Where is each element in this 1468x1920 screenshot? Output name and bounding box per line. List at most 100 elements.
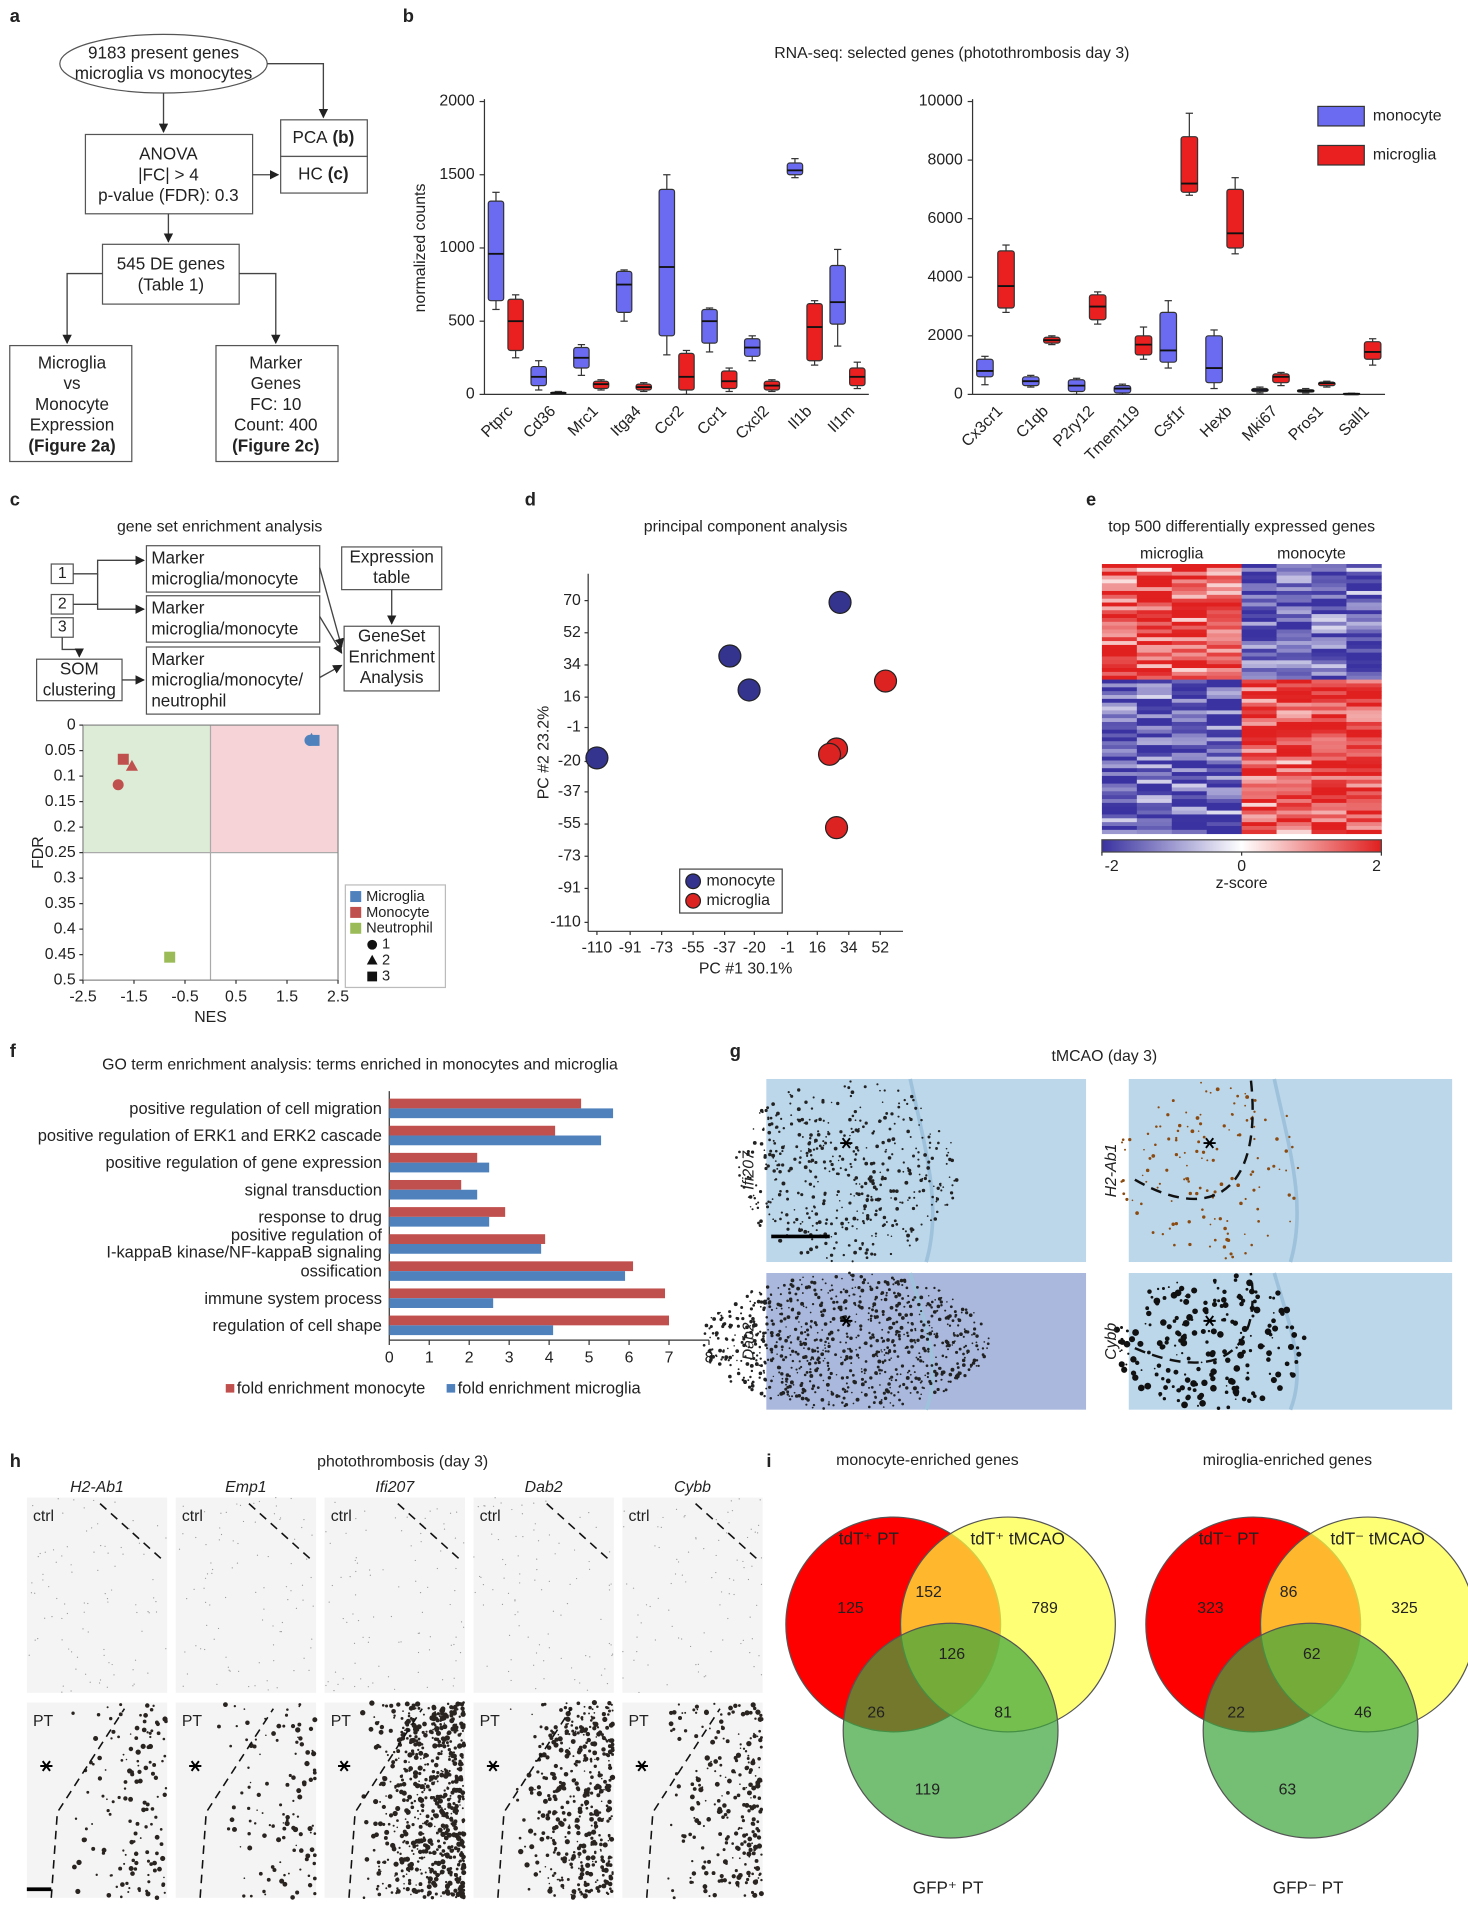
stain-dot — [888, 1350, 891, 1353]
heatmap-cell — [1172, 764, 1207, 768]
stain-dot — [408, 1712, 410, 1714]
stain-dot — [414, 1735, 417, 1738]
stain-dot — [592, 1726, 596, 1730]
heatmap-cell — [1137, 626, 1172, 630]
stain-dot — [610, 1890, 613, 1893]
stain-dot — [1184, 1152, 1186, 1154]
stain-dot — [454, 1873, 456, 1875]
stain-dot — [452, 1802, 455, 1805]
stain-dot — [1157, 1363, 1161, 1367]
heatmap-cell — [1346, 676, 1381, 680]
stain-dot — [820, 1311, 823, 1314]
stain-dot — [528, 1888, 531, 1891]
stain-dot — [449, 1751, 451, 1753]
stain-dot — [443, 1841, 446, 1844]
label: Microglia — [38, 353, 107, 372]
heatmap-cell — [1311, 641, 1346, 645]
stain-dot — [395, 1878, 399, 1882]
stain-dot — [831, 1289, 833, 1291]
stain-dot — [431, 1705, 436, 1710]
heatmap-cell — [1242, 568, 1277, 572]
stain-dot — [1199, 1400, 1206, 1407]
heatmap-cell — [1172, 626, 1207, 630]
stain-dot — [1235, 1346, 1237, 1348]
stain-dot — [895, 1223, 898, 1226]
stain-dot — [355, 1518, 356, 1519]
stain-dot — [930, 1306, 933, 1309]
y-tick-label: 0 — [954, 386, 963, 403]
stain-dot — [879, 1373, 881, 1375]
stain-dot — [517, 1611, 518, 1612]
heatmap-cell — [1102, 676, 1137, 680]
stain-dot — [855, 1146, 859, 1150]
stain-dot — [907, 1350, 910, 1353]
stain-dot — [810, 1320, 813, 1323]
stain-dot — [461, 1621, 462, 1622]
stain-dot — [920, 1320, 923, 1323]
stain-dot — [695, 1538, 696, 1539]
heatmap-cell — [1207, 618, 1242, 622]
stain-dot — [832, 1168, 835, 1171]
stain-dot — [610, 1738, 615, 1743]
stain-dot — [980, 1323, 983, 1326]
stain-dot — [773, 1376, 774, 1377]
stain-dot — [754, 1718, 756, 1720]
stain-dot — [61, 1639, 62, 1640]
stain-dot — [29, 1655, 30, 1656]
stain-dot — [726, 1739, 730, 1743]
stain-dot — [815, 1212, 819, 1216]
stain-dot — [1187, 1126, 1189, 1128]
stain-dot — [1223, 1302, 1229, 1308]
heatmap-cell — [1242, 749, 1277, 753]
stain-dot — [427, 1707, 429, 1709]
heatmap-cell — [1137, 784, 1172, 788]
stain-dot — [1292, 1197, 1295, 1200]
stain-dot — [709, 1763, 712, 1766]
stain-dot — [670, 1824, 672, 1826]
stain-dot — [677, 1737, 681, 1741]
stain-dot — [1286, 1326, 1289, 1329]
stain-dot — [746, 1295, 749, 1298]
stain-dot — [508, 1593, 509, 1594]
stain-dot — [791, 1367, 793, 1369]
stain-dot — [788, 1169, 791, 1172]
stain-dot — [851, 1225, 853, 1227]
stain-dot — [107, 1553, 108, 1554]
stain-dot — [1210, 1224, 1212, 1226]
heatmap-cell — [1207, 653, 1242, 657]
stain-dot — [401, 1530, 402, 1531]
stain-dot — [569, 1795, 571, 1797]
stain-dot — [283, 1874, 286, 1877]
stain-dot — [744, 1863, 747, 1866]
stain-dot — [863, 1368, 866, 1371]
stain-dot — [802, 1277, 804, 1279]
stain-dot — [797, 1088, 800, 1091]
stain-dot — [927, 1376, 929, 1378]
stain-dot — [950, 1142, 952, 1144]
stain-dot — [393, 1825, 395, 1827]
heatmap-cell — [1102, 818, 1137, 822]
heatmap-cell — [1137, 761, 1172, 765]
stain-dot — [407, 1795, 412, 1800]
stain-dot — [831, 1337, 835, 1341]
stain-dot — [1167, 1324, 1172, 1329]
stain-dot — [253, 1503, 254, 1504]
stain-dot — [710, 1651, 711, 1652]
heatmap-cell — [1311, 576, 1346, 580]
stain-dot — [914, 1341, 916, 1343]
stain-dot — [1247, 1372, 1250, 1375]
stain-dot — [406, 1887, 410, 1891]
stain-dot — [151, 1772, 155, 1776]
stain-dot — [255, 1522, 256, 1523]
stain-dot — [1226, 1385, 1228, 1387]
stain-dot — [437, 1712, 440, 1715]
label: Marker — [151, 549, 204, 568]
stain-dot — [799, 1340, 801, 1342]
heatmap-cell — [1102, 687, 1137, 691]
stain-dot — [444, 1723, 445, 1724]
stain-dot — [893, 1394, 895, 1396]
stain-dot — [1165, 1169, 1168, 1172]
stain-dot — [552, 1812, 556, 1816]
stain-dot — [868, 1319, 870, 1321]
stain-dot — [858, 1150, 860, 1152]
